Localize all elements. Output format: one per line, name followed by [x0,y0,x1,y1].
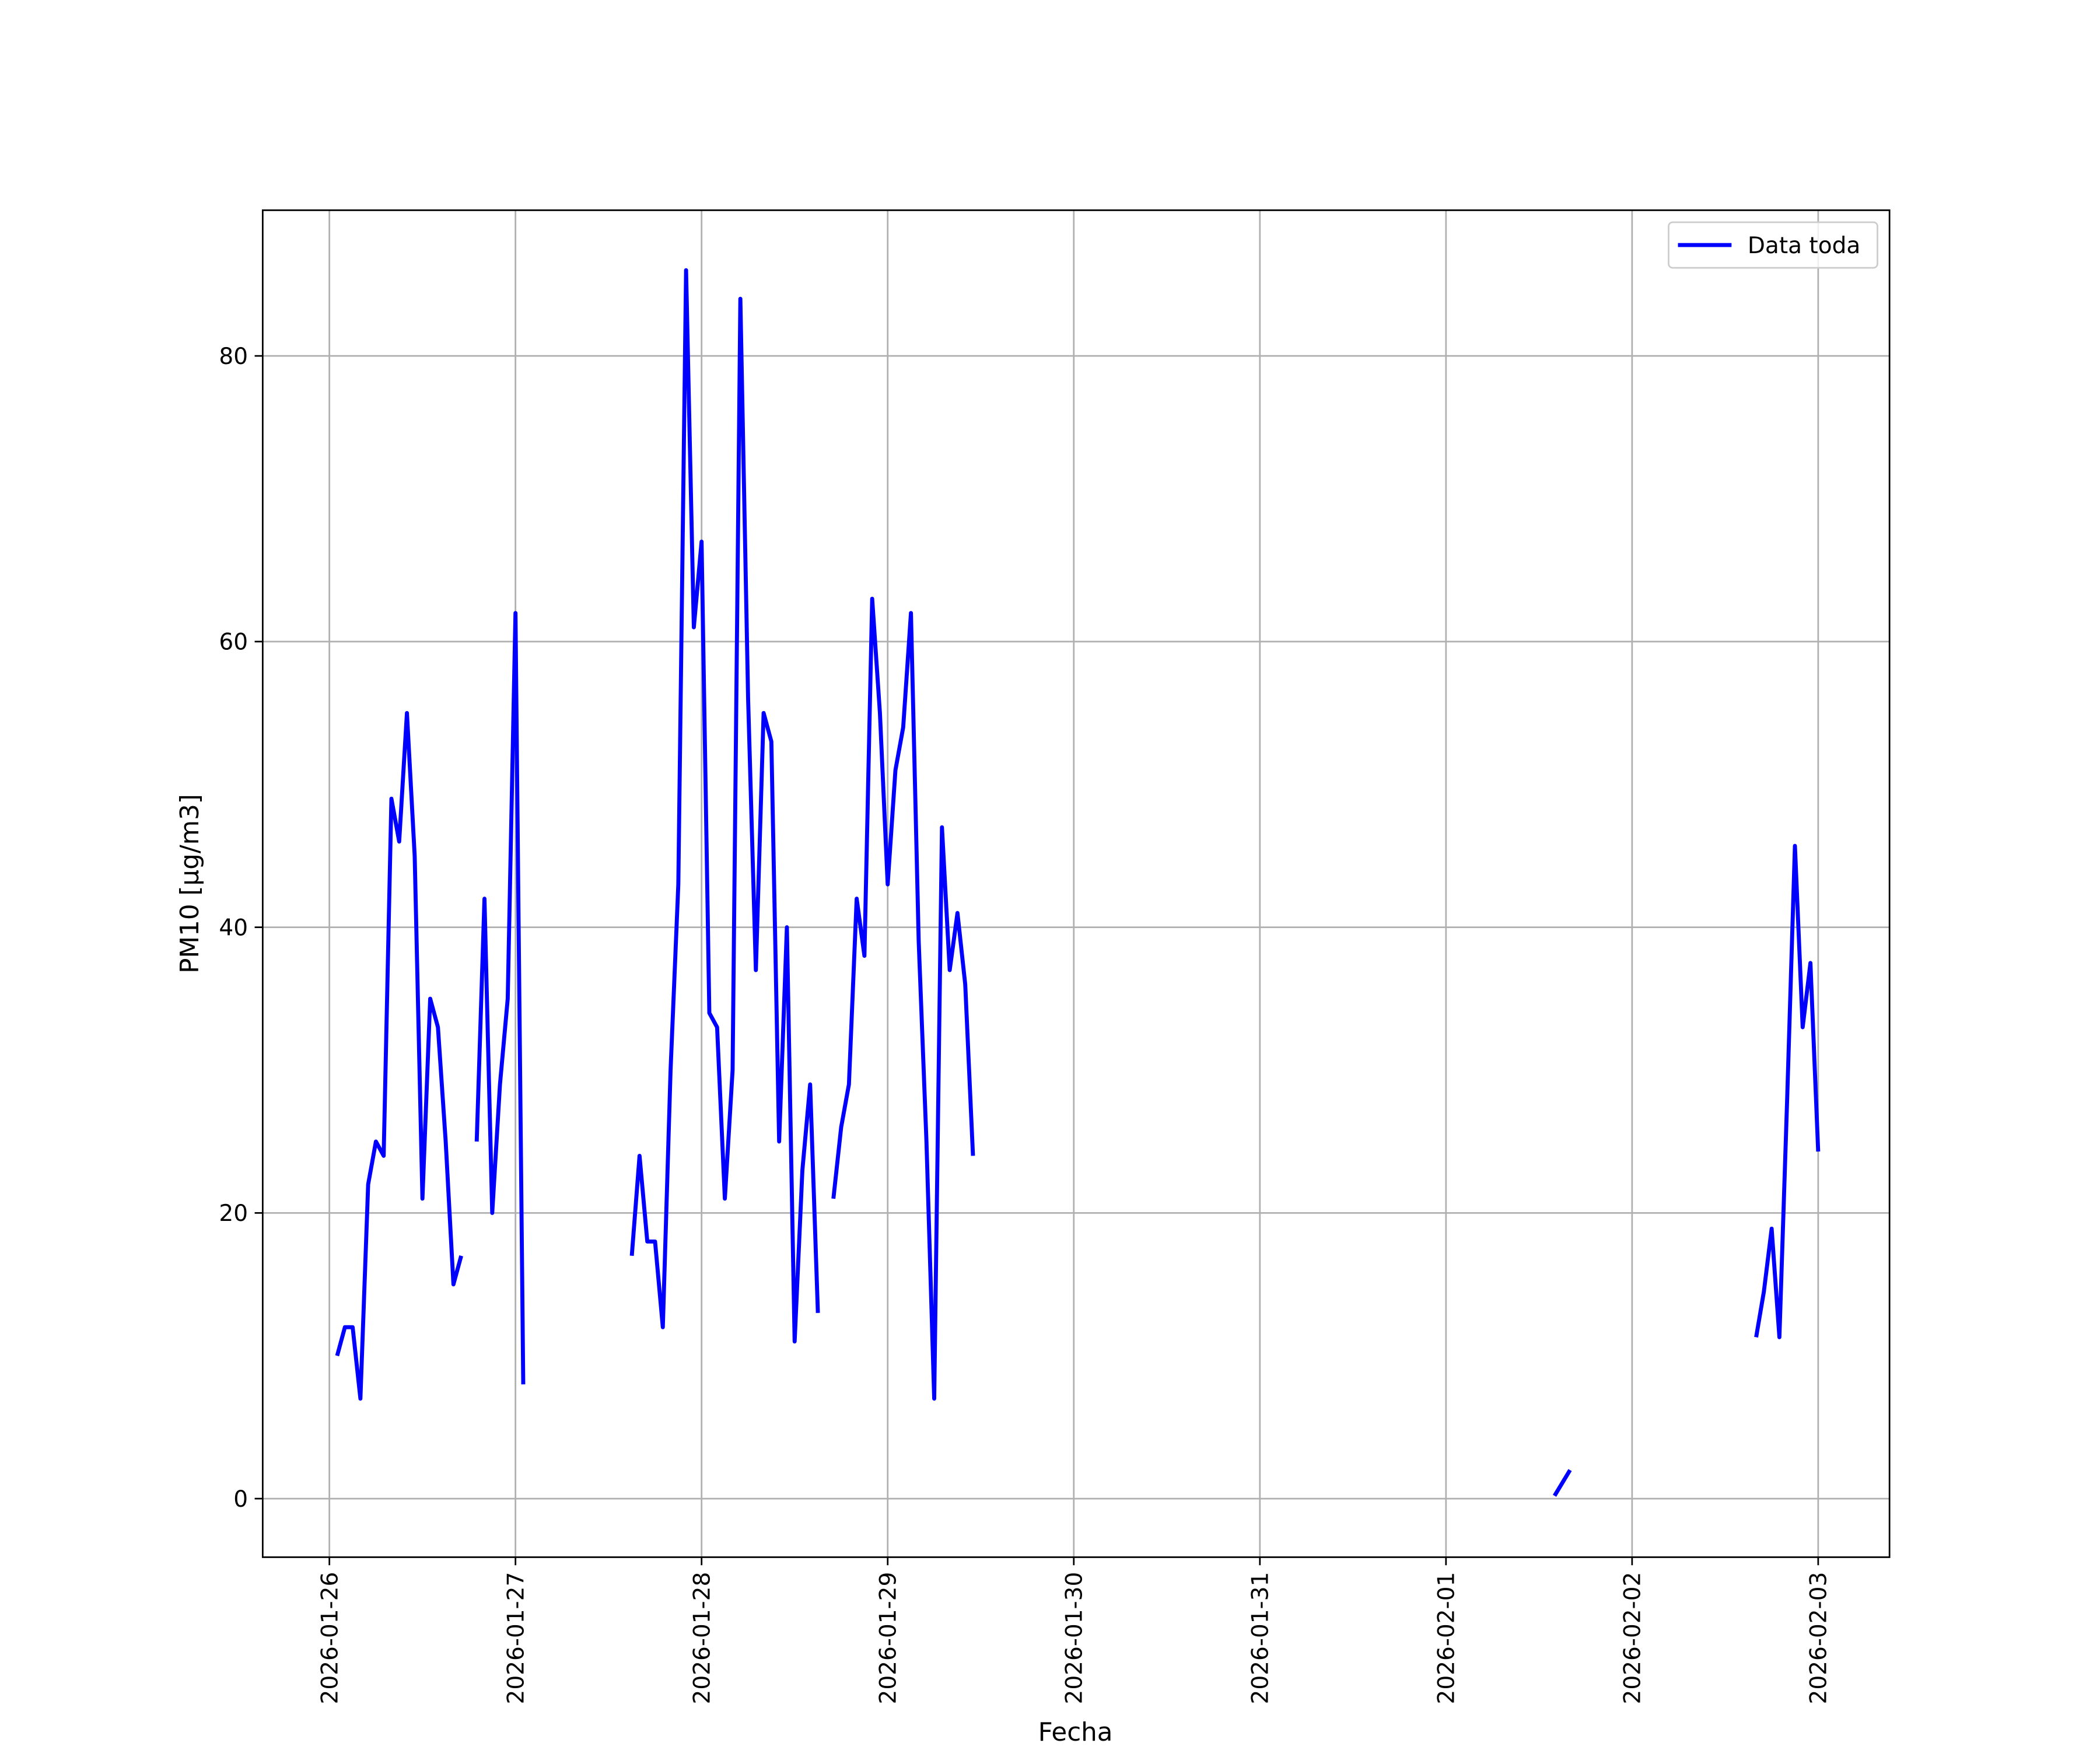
data-line [335,268,1821,1497]
x-tick-label: 2026-01-28 [689,1572,715,1704]
x-tick-label: 2026-01-27 [503,1572,529,1704]
x-tick-label: 2026-01-30 [1062,1572,1088,1704]
grid [262,210,1890,1558]
legend-box [1668,221,1878,269]
y-axis-label: PM10 [μg/m3] [176,794,205,974]
x-axis-label: Fecha [1038,1718,1113,1747]
y-tick-label: 60 [219,629,248,656]
y-tick-label: 20 [219,1200,248,1227]
x-tick-label: 2026-02-01 [1434,1572,1460,1704]
legend: Data toda [1668,221,1878,269]
y-tick-label: 80 [219,344,248,370]
axes-frame [261,209,1891,1558]
x-tick-label: 2026-01-31 [1248,1572,1274,1704]
y-tick-label: 40 [219,915,248,941]
legend-label: Data toda [1748,233,1860,259]
x-tick-label: 2026-02-02 [1620,1572,1646,1704]
plot-area [335,268,1821,1497]
x-tick-label: 2026-02-03 [1806,1572,1832,1704]
x-tick-label: 2026-01-26 [317,1572,343,1704]
y-tick-label: 0 [233,1486,248,1513]
x-tick-label: 2026-01-29 [876,1572,902,1704]
